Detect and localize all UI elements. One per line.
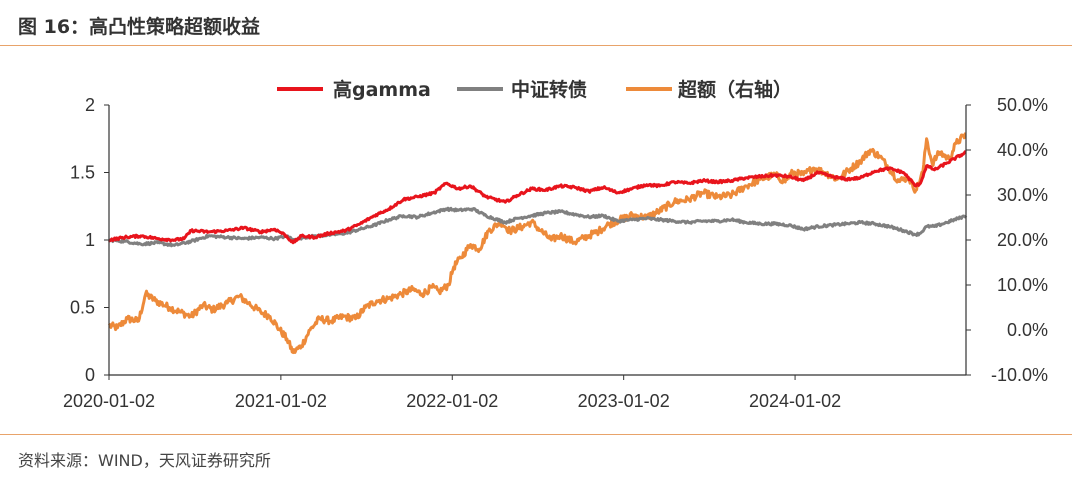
series-line-high-gamma: [108, 150, 967, 245]
y-left-tick-label: 0: [85, 365, 95, 385]
y-right-tick-label: 50.0%: [997, 95, 1048, 115]
y-left-tick-label: 2: [85, 95, 95, 115]
x-tick-label: 2020-01-02: [63, 391, 155, 411]
x-tick-label: 2021-01-02: [235, 391, 327, 411]
source-note: 资料来源：WIND，天风证券研究所: [18, 451, 271, 470]
series-layer: [107, 132, 968, 354]
y-left-tick-label: 1.5: [70, 163, 95, 183]
title-divider: [0, 45, 1072, 46]
series-line-excess: [107, 132, 967, 354]
y-right-tick-label: 30.0%: [997, 185, 1048, 205]
x-tick-label: 2024-01-02: [749, 391, 841, 411]
series-line-csi-cb: [108, 206, 968, 248]
y-left-tick-label: 0.5: [70, 298, 95, 318]
chart-legend: 高gamma 中证转债 超额（右轴）: [277, 78, 792, 101]
x-tick-label: 2022-01-02: [406, 391, 498, 411]
y-left-tick-label: 1: [85, 230, 95, 250]
legend-label: 中证转债: [511, 78, 587, 101]
y-right-tick-label: 40.0%: [997, 140, 1048, 160]
y-right-tick-label: -10.0%: [991, 365, 1048, 385]
y-right-tick-label: 20.0%: [997, 230, 1048, 250]
source-divider: [0, 434, 1072, 435]
y-right-tick-label: 0.0%: [1007, 320, 1048, 340]
figure-title: 图 16：高凸性策略超额收益: [18, 16, 261, 38]
y-right-tick-label: 10.0%: [997, 275, 1048, 295]
x-tick-label: 2023-01-02: [578, 391, 670, 411]
legend-label: 超额（右轴）: [677, 78, 792, 101]
legend-label: 高gamma: [333, 78, 431, 101]
axes-layer: 0 0.5 1 1.5 2 -10.0% 0.0% 10.0% 20.0% 30.0% 40.0% 5…: [63, 95, 1048, 411]
